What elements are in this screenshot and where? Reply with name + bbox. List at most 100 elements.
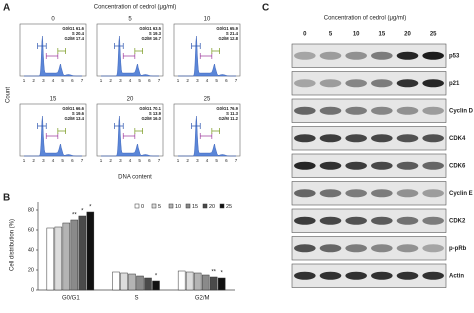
row-label: p53: [449, 53, 460, 59]
histogram-stat: G2/M 16.0: [141, 116, 161, 121]
gate: [134, 48, 143, 54]
gate: [191, 43, 201, 49]
lane-label: 10: [353, 32, 360, 38]
x-tick-label: 4: [52, 78, 55, 83]
blot-strip: [291, 98, 447, 123]
x-tick-label: 5: [138, 158, 141, 163]
bar: [144, 277, 152, 291]
histogram-stat: G2/M 11.2: [219, 116, 239, 121]
band: [371, 134, 393, 143]
gate: [37, 123, 47, 129]
gate: [134, 128, 143, 134]
x-tick-label: 5: [215, 78, 218, 83]
flow-y-label: Count: [6, 87, 12, 103]
band: [396, 51, 419, 60]
lane-label: 15: [378, 32, 385, 38]
legend-swatch: [185, 203, 191, 209]
significance-mark: *: [81, 209, 84, 215]
x-tick-label: 6: [225, 78, 228, 83]
band: [345, 216, 367, 225]
bar: [201, 274, 210, 291]
blot-strip: [291, 208, 447, 233]
x-tick-label: 6: [148, 78, 151, 83]
histogram-label: 10: [204, 17, 211, 23]
histogram-stat: G2/M 17.4: [64, 36, 84, 41]
bar: [152, 280, 160, 291]
gate: [211, 128, 220, 134]
x-tick-label: 7: [158, 78, 161, 83]
blot-strip: [291, 126, 447, 151]
x-tick-label: 3: [119, 78, 122, 83]
blot-strip: [291, 71, 447, 96]
band: [294, 106, 316, 115]
legend-swatch: [202, 203, 208, 209]
band: [294, 79, 316, 88]
x-tick-label: 6: [71, 158, 74, 163]
histogram-frame: [96, 23, 164, 77]
x-tick-label: 3: [196, 78, 199, 83]
band: [345, 79, 367, 88]
histogram: [178, 115, 236, 157]
x-tick-label: 4: [129, 158, 132, 163]
band: [294, 161, 316, 170]
histogram-stat: G0/G1 70.1: [139, 106, 161, 111]
panel-label: A: [3, 3, 10, 14]
gate: [57, 128, 66, 134]
band: [396, 216, 419, 225]
band: [396, 161, 419, 170]
x-tick-label: 5: [61, 78, 64, 83]
bar: [185, 271, 194, 291]
gate: [37, 43, 47, 49]
band: [422, 161, 444, 170]
histogram-frame: [173, 23, 241, 77]
legend-swatch: [134, 203, 140, 209]
bar: [70, 219, 79, 291]
band: [319, 134, 342, 143]
significance-mark: *: [155, 274, 158, 280]
histogram: [178, 35, 236, 77]
bar: [78, 215, 87, 291]
band: [345, 161, 367, 170]
lane-label: 25: [430, 32, 437, 38]
x-tick-label: 2: [109, 78, 112, 83]
bar: [120, 272, 128, 291]
x-tick-label: S: [134, 296, 138, 302]
histogram: [101, 35, 159, 77]
histogram-frame: [19, 103, 87, 157]
histogram-stat: G2/M 13.4: [64, 116, 84, 121]
band: [396, 134, 419, 143]
band: [294, 244, 316, 253]
band: [345, 134, 367, 143]
x-tick-label: 6: [225, 158, 228, 163]
histogram-stat: S 19.6: [72, 111, 85, 116]
band: [319, 161, 342, 170]
band: [422, 244, 444, 253]
histogram-stat: G0/G1 61.6: [62, 26, 84, 31]
band: [422, 216, 444, 225]
band: [371, 51, 393, 60]
histogram-stat: S 11.3: [226, 111, 239, 116]
x-tick-label: 1: [177, 158, 180, 163]
band: [319, 51, 342, 60]
x-tick-label: 2: [186, 78, 189, 83]
x-tick-label: 1: [177, 78, 180, 83]
lane-label: 5: [329, 32, 333, 38]
histogram-stat: G0/G1 65.9: [216, 26, 238, 31]
y-tick-label: 40: [28, 247, 34, 253]
band: [345, 244, 367, 253]
gate: [57, 48, 66, 54]
x-tick-label: 3: [42, 158, 45, 163]
bar: [112, 271, 120, 291]
legend-label: 15: [192, 204, 198, 210]
x-tick-label: 1: [23, 158, 26, 163]
histogram: [24, 35, 82, 77]
row-label: CDK4: [449, 136, 466, 142]
histogram-label: 5: [128, 17, 132, 23]
band: [396, 106, 419, 115]
x-tick-label: 7: [81, 158, 84, 163]
legend-swatch: [168, 203, 174, 209]
band: [396, 271, 419, 280]
panel-label: B: [3, 193, 10, 204]
histogram-frame: [96, 103, 164, 157]
legend-swatch: [219, 203, 225, 209]
